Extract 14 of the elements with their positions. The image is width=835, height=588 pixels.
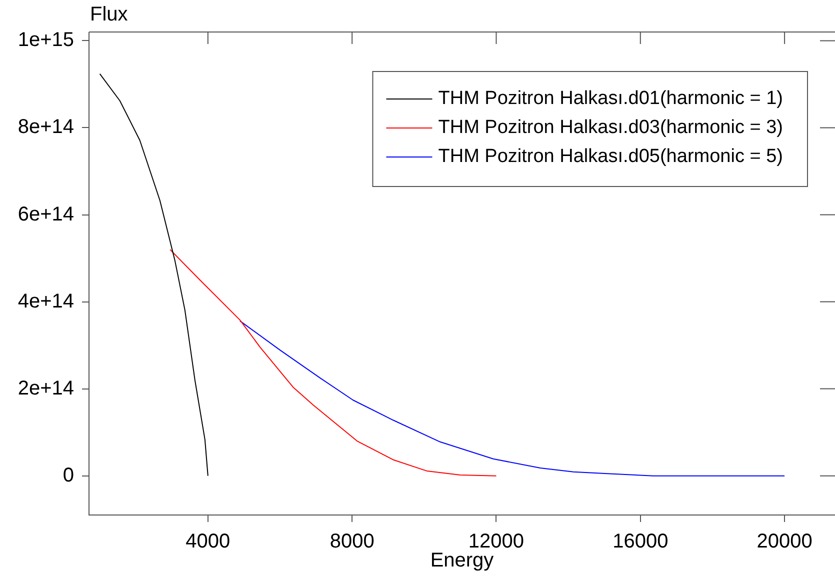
legend-label: THM Pozitron Halkası.d03(harmonic = 3)	[438, 117, 783, 138]
legend-label: THM Pozitron Halkası.d05(harmonic = 5)	[438, 146, 783, 168]
legend-label: THM Pozitron Halkası.d01(harmonic = 1)	[438, 88, 783, 110]
y-tick-label: 6e+14	[18, 203, 74, 226]
x-tick-label: 20000	[756, 530, 812, 553]
x-tick-label: 4000	[186, 530, 230, 553]
x-tick-label: 8000	[330, 530, 374, 553]
x-tick-label: 16000	[612, 530, 668, 553]
y-tick-label: 0	[62, 464, 74, 486]
y-axis-title: Flux	[90, 4, 128, 26]
y-tick-label: 4e+14	[18, 290, 74, 312]
y-tick-label: 1e+15	[18, 29, 74, 52]
y-tick-label: 2e+14	[18, 377, 74, 400]
y-tick-label: 8e+14	[18, 116, 74, 138]
